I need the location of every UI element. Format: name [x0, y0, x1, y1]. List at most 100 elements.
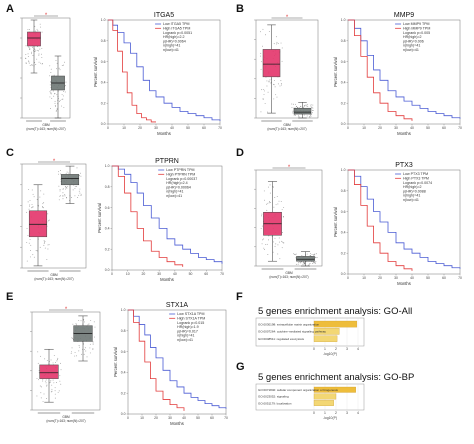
km-ytick-label: 0.6	[105, 206, 110, 210]
boxplot-point	[295, 257, 297, 259]
km-xtick-label: 10	[140, 416, 144, 420]
boxplot-point	[54, 387, 56, 389]
boxplot-point	[314, 261, 316, 263]
boxplot-point	[50, 380, 52, 382]
boxplot-point	[300, 105, 302, 107]
boxplot-point	[276, 43, 277, 45]
boxplot-point	[53, 95, 55, 97]
boxplot-point	[50, 381, 52, 383]
boxplot-point	[32, 206, 34, 208]
boxplot-point	[299, 261, 301, 263]
boxplot-point	[268, 81, 270, 83]
boxplot-point	[70, 353, 72, 354]
boxplot-point	[29, 204, 31, 206]
km-xtick-label: 10	[362, 276, 366, 280]
boxplot-point	[304, 262, 306, 264]
boxplot-point	[48, 219, 50, 221]
km-xtick-label: 70	[224, 416, 228, 420]
km-ytick-label: 0.4	[341, 81, 346, 85]
boxplot-point	[55, 362, 57, 363]
boxplot-point	[31, 64, 32, 66]
boxplot-point	[59, 190, 61, 192]
boxplot-point	[89, 352, 91, 354]
km-ytick-label: 0.6	[101, 60, 106, 64]
boxplot-point	[30, 244, 32, 246]
boxplot-point	[273, 79, 275, 81]
boxplot-point	[29, 256, 31, 258]
go-term-label: GO:0023052: signaling	[258, 395, 289, 399]
boxplot-point	[32, 193, 34, 195]
boxplot-point	[37, 50, 39, 52]
go-term-label: GO:0051179: localization	[258, 401, 292, 405]
legend-entry: High ITGA5 TPM	[163, 27, 190, 31]
boxplot-point	[303, 261, 305, 263]
km-ytick-label: 0.2	[121, 391, 126, 395]
boxplot-point	[291, 103, 293, 105]
boxplot-point	[278, 241, 280, 243]
boxplot-point	[261, 213, 263, 215]
boxplot-point	[34, 51, 36, 52]
go-xtick-label: 0	[313, 347, 315, 351]
boxplot-point	[39, 196, 41, 198]
boxplot-point	[32, 206, 34, 208]
boxplot-point	[59, 189, 61, 191]
boxplot-point	[26, 260, 28, 262]
boxplot-point	[281, 209, 283, 211]
boxplot-point	[50, 391, 52, 393]
legend-stat: p(HR)=0.00064	[166, 185, 191, 189]
boxplot-point	[55, 110, 57, 111]
go-term-label: GO:0030198: extracellular matrix organiz…	[258, 322, 320, 326]
km-series-high	[348, 169, 413, 271]
boxplot-point	[26, 242, 28, 243]
boxplot-point	[40, 386, 42, 388]
boxplot-point	[265, 243, 267, 245]
km-ytick-label: 0.4	[105, 227, 110, 231]
boxplot-point	[270, 82, 272, 84]
boxplot-point	[54, 105, 56, 107]
go-xtick-label: 1	[324, 411, 326, 415]
boxplot-point	[42, 380, 44, 382]
km-ytick-label: 0.2	[341, 101, 346, 105]
boxplot-point	[28, 29, 30, 31]
boxplot-point	[266, 111, 268, 113]
boxplot-point	[78, 346, 80, 348]
boxplot-point	[268, 31, 270, 32]
legend-stat: n(high)=41	[403, 44, 420, 48]
boxplot-point	[91, 348, 93, 350]
boxplot-point	[80, 320, 82, 322]
boxplot-point	[66, 187, 68, 189]
boxplot-point	[56, 68, 57, 70]
boxplot-point	[61, 64, 63, 66]
boxplot-point	[33, 256, 35, 258]
boxplot-point	[30, 250, 31, 252]
boxplot-point	[272, 251, 274, 253]
boxplot-point	[261, 89, 263, 91]
boxplot-point	[76, 355, 77, 357]
boxplot-point	[300, 262, 302, 264]
boxplot-point	[56, 360, 58, 362]
boxplot-point	[263, 90, 265, 92]
boxplot-point	[42, 206, 44, 208]
boxplot-point	[32, 254, 34, 256]
go-term-label: GO:0007264: cytokine-mediated signaling …	[258, 330, 326, 334]
boxplot-point	[28, 242, 30, 244]
boxplot-point	[280, 42, 282, 44]
boxplot-point	[79, 192, 81, 194]
boxplot-point	[42, 206, 43, 208]
boxplot-point	[50, 92, 52, 94]
boxplot-point	[300, 261, 302, 263]
boxplot-point	[67, 172, 69, 174]
boxplot-point	[78, 345, 80, 346]
legend-stat: HR(high)=2.2	[163, 35, 184, 39]
boxplot-point	[268, 235, 270, 237]
boxplot-point	[32, 50, 34, 52]
panel-letter-d: D	[236, 147, 244, 159]
boxplot-point	[42, 203, 44, 205]
legend-stat: HR(high)=2.4	[166, 181, 187, 185]
km-xtick-label: 30	[154, 126, 158, 130]
legend-stat: Logrank p=0.005	[403, 31, 430, 35]
km-ytick-label: 1.0	[121, 308, 126, 312]
km-plot-d: PTX3 0 10 20 30 40 50 60 70 0.0 0.2 0.4 0.6 0.8 1.0 Mon…	[333, 162, 462, 286]
boxplot-point	[78, 319, 80, 321]
